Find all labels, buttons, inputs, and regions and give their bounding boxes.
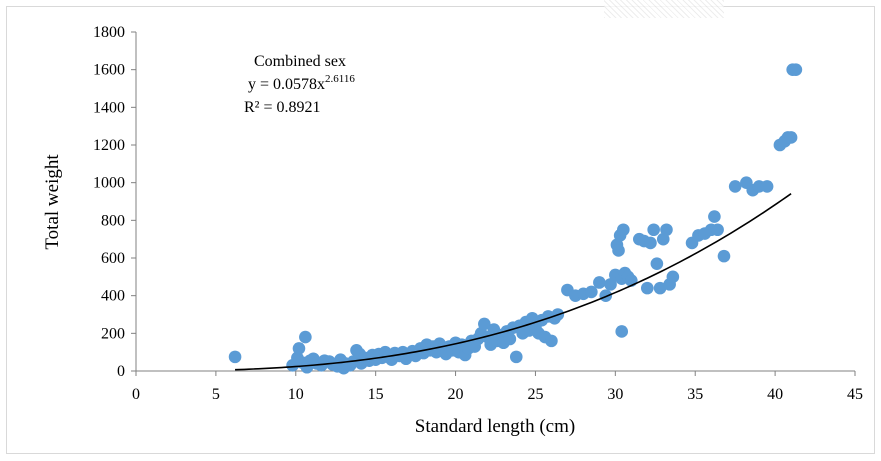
data-point — [478, 317, 491, 331]
x-tick-label: 35 — [687, 386, 703, 403]
data-point — [612, 244, 625, 257]
data-point — [503, 332, 517, 346]
data-point — [509, 350, 523, 364]
x-tick-label: 25 — [527, 386, 543, 403]
data-point — [711, 223, 724, 237]
data-point — [760, 180, 774, 193]
y-tick-label: 1400 — [93, 99, 125, 116]
data-point — [299, 330, 312, 344]
x-tick-label: 0 — [132, 386, 140, 403]
y-tick-label: 0 — [117, 363, 125, 380]
y-tick-label: 1600 — [93, 62, 125, 79]
x-axis-title: Standard length (cm) — [415, 416, 575, 437]
data-point — [599, 289, 613, 302]
axes — [131, 31, 856, 376]
y-axis-title: Total weight — [42, 154, 63, 250]
y-tick-label: 800 — [101, 212, 125, 229]
data-point — [604, 278, 617, 291]
data-point — [617, 223, 630, 237]
x-tick-label: 45 — [847, 386, 863, 403]
data-point — [728, 180, 742, 193]
annotation-equation-exponent: 2.6116 — [325, 73, 355, 85]
data-point — [644, 236, 657, 250]
x-tick-label: 20 — [448, 386, 464, 403]
y-tick-label: 1800 — [93, 24, 125, 41]
data-point — [708, 210, 721, 223]
data-point — [650, 257, 664, 270]
data-point — [717, 249, 731, 263]
data-point — [647, 223, 660, 237]
y-tick-label: 600 — [101, 250, 125, 267]
x-tick-labels: 0 5 10 15 20 25 30 35 40 45 — [132, 386, 863, 403]
x-tick-label: 15 — [368, 386, 384, 403]
power-trendline — [235, 193, 792, 371]
background-hatch-pattern — [604, 0, 724, 18]
y-tick-labels: 0 200 400 600 800 1000 1200 1400 1600 1800 — [93, 24, 125, 380]
data-point — [653, 281, 667, 295]
data-point — [292, 342, 306, 355]
data-point — [640, 281, 654, 295]
data-point — [228, 350, 242, 364]
y-tick-label: 1000 — [93, 175, 125, 192]
chart-frame — [6, 6, 875, 454]
x-tick-label: 30 — [607, 386, 623, 403]
data-point — [585, 285, 598, 299]
annotation-r-squared: R² = 0.8921 — [244, 99, 321, 116]
data-point — [545, 334, 558, 348]
data-point — [784, 131, 798, 144]
x-tick-label: 40 — [767, 386, 783, 403]
x-tick-label: 5 — [212, 386, 220, 403]
y-tick-label: 1200 — [93, 137, 125, 154]
data-point — [660, 223, 673, 237]
data-point — [593, 276, 606, 289]
y-tick-label: 200 — [101, 325, 125, 342]
x-tick-label: 10 — [288, 386, 304, 403]
data-point — [789, 63, 803, 76]
data-point — [615, 325, 629, 338]
data-point — [666, 270, 680, 284]
annotation-equation-base: y = 0.0578x — [248, 76, 325, 93]
annotation-title: Combined sex — [254, 53, 346, 70]
annotation-equation: y = 0.0578x2.6116 — [248, 73, 355, 93]
y-tick-label: 400 — [101, 288, 125, 305]
